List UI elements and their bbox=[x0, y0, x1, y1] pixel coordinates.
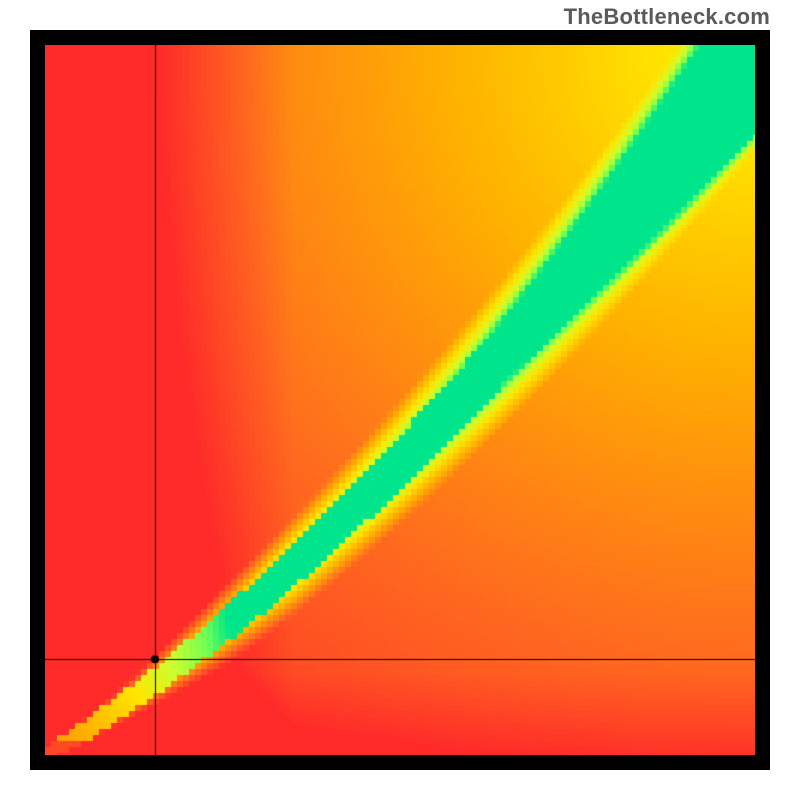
watermark-text: TheBottleneck.com bbox=[564, 4, 770, 30]
heatmap-canvas bbox=[45, 45, 755, 755]
chart-frame bbox=[30, 30, 770, 770]
heatmap-plot bbox=[45, 45, 755, 755]
